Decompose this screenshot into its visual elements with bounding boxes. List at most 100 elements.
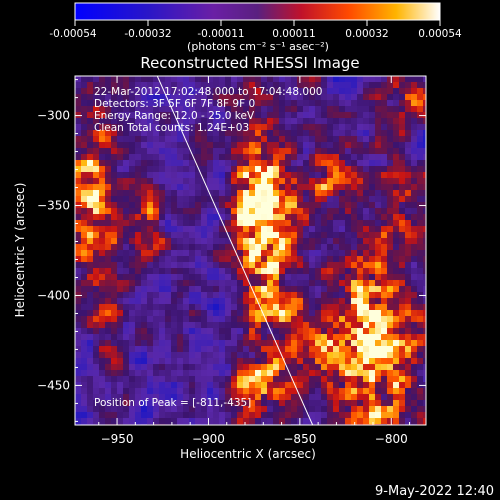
heatmap-cell <box>267 406 274 413</box>
heatmap-cell <box>207 190 214 197</box>
heatmap-cell <box>309 142 316 149</box>
heatmap-cell <box>159 238 166 245</box>
heatmap-cell <box>189 118 196 125</box>
heatmap-cell <box>195 346 202 353</box>
heatmap-cell <box>351 394 358 401</box>
heatmap-cell <box>417 130 424 137</box>
heatmap-cell <box>387 172 394 179</box>
heatmap-cell <box>111 214 118 221</box>
heatmap-cell <box>249 202 256 209</box>
heatmap-cell <box>141 274 148 281</box>
heatmap-cell <box>267 286 274 293</box>
heatmap-cell <box>225 196 232 203</box>
heatmap-cell <box>345 100 352 107</box>
heatmap-cell <box>405 142 412 149</box>
heatmap-cell <box>327 142 334 149</box>
heatmap-cell <box>129 388 136 395</box>
heatmap-cell <box>369 112 376 119</box>
heatmap-cell <box>135 274 142 281</box>
heatmap-cell <box>117 346 124 353</box>
heatmap-cell <box>165 112 172 119</box>
heatmap-cell <box>387 256 394 263</box>
heatmap-cell <box>189 124 196 131</box>
heatmap-cell <box>417 106 424 113</box>
heatmap-cell <box>219 82 226 89</box>
heatmap-cell <box>339 340 346 347</box>
heatmap-cell <box>123 292 130 299</box>
heatmap-cell <box>237 118 244 125</box>
heatmap-cell <box>417 334 424 341</box>
heatmap-cell <box>195 196 202 203</box>
heatmap-cell <box>387 370 394 377</box>
heatmap-cell <box>159 262 166 269</box>
heatmap-cell <box>267 136 274 143</box>
heatmap-cell <box>81 220 88 227</box>
heatmap-cell <box>165 160 172 167</box>
heatmap-cell <box>195 358 202 365</box>
heatmap-cell <box>129 88 136 95</box>
heatmap-cell <box>297 82 304 89</box>
heatmap-cell <box>411 142 418 149</box>
heatmap-cell <box>237 418 244 425</box>
heatmap-cell <box>213 82 220 89</box>
heatmap-cell <box>321 316 328 323</box>
heatmap-cell <box>213 232 220 239</box>
heatmap-cell <box>201 268 208 275</box>
heatmap-cell <box>387 262 394 269</box>
heatmap-cell <box>87 310 94 317</box>
heatmap-cell <box>345 376 352 383</box>
heatmap-cell <box>273 352 280 359</box>
heatmap-cell <box>375 208 382 215</box>
heatmap-cell <box>249 208 256 215</box>
heatmap-cell <box>399 208 406 215</box>
heatmap-cell <box>267 376 274 383</box>
heatmap-cell <box>423 214 426 221</box>
heatmap-cell <box>237 286 244 293</box>
heatmap-cell <box>309 76 316 83</box>
heatmap-cell <box>75 346 82 353</box>
heatmap-cell <box>303 166 310 173</box>
heatmap-cell <box>159 340 166 347</box>
heatmap-cell <box>93 316 100 323</box>
heatmap-cell <box>279 316 286 323</box>
heatmap-cell <box>411 202 418 209</box>
heatmap-cell <box>255 148 262 155</box>
heatmap-cell <box>225 106 232 113</box>
heatmap-cell <box>129 376 136 383</box>
heatmap-cell <box>363 202 370 209</box>
heatmap-cell <box>369 298 376 305</box>
heatmap-cell <box>99 172 106 179</box>
heatmap-cell <box>105 400 112 407</box>
heatmap-cell <box>267 106 274 113</box>
heatmap-cell <box>129 256 136 263</box>
heatmap-cell <box>339 400 346 407</box>
heatmap-cell <box>207 412 214 419</box>
heatmap-cell <box>405 376 412 383</box>
heatmap-cell <box>105 316 112 323</box>
heatmap-cell <box>417 376 424 383</box>
heatmap-cell <box>351 340 358 347</box>
heatmap-cell <box>261 76 268 83</box>
heatmap-cell <box>195 334 202 341</box>
heatmap-cell <box>339 148 346 155</box>
heatmap-cell <box>291 166 298 173</box>
heatmap-cell <box>393 376 400 383</box>
heatmap-cell <box>87 256 94 263</box>
heatmap-cell <box>399 202 406 209</box>
heatmap-cell <box>339 334 346 341</box>
heatmap-cell <box>369 400 376 407</box>
heatmap-cell <box>387 94 394 101</box>
heatmap-cell <box>171 412 178 419</box>
heatmap-cell <box>111 100 118 107</box>
heatmap-cell <box>375 76 382 83</box>
heatmap-cell <box>195 178 202 185</box>
heatmap-cell <box>345 418 352 425</box>
heatmap-cell <box>357 322 364 329</box>
heatmap-cell <box>255 370 262 377</box>
heatmap-cell <box>339 130 346 137</box>
heatmap-cell <box>165 166 172 173</box>
heatmap-cell <box>87 94 94 101</box>
heatmap-cell <box>375 148 382 155</box>
heatmap-cell <box>357 76 364 83</box>
heatmap-cell <box>171 256 178 263</box>
